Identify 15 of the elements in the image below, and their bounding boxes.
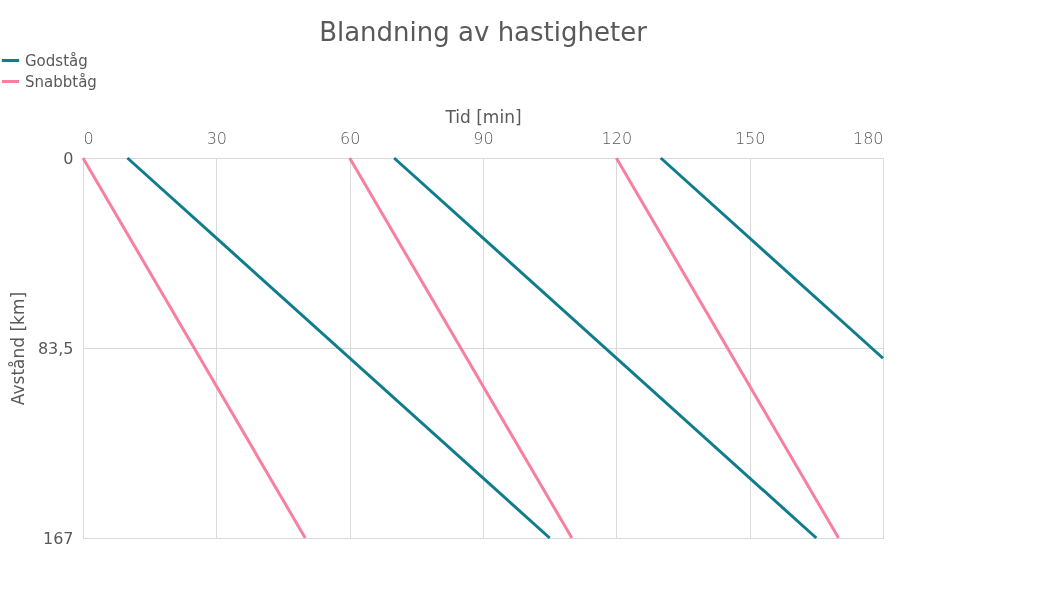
x-tick-label: 120: [601, 128, 633, 148]
chart-title: Blandning av hastigheter: [319, 17, 648, 47]
x-tick-label: 180: [852, 128, 884, 148]
legend-label: Snabbtåg: [25, 72, 97, 91]
x-tick-label: 0: [83, 128, 94, 148]
legend-label: Godståg: [25, 51, 88, 70]
x-tick-label: 30: [206, 128, 228, 148]
x-tick-label: 90: [473, 128, 494, 148]
y-tick-label: 167: [42, 528, 74, 548]
x-tick-label: 150: [734, 128, 766, 148]
x-tick-label: 60: [339, 128, 361, 148]
y-axis-title: Avstånd [km]: [7, 291, 28, 406]
y-tick-label: 0: [63, 148, 74, 168]
y-tick-label: 83,5: [37, 338, 74, 358]
x-axis-title: Tid [min]: [444, 106, 522, 127]
